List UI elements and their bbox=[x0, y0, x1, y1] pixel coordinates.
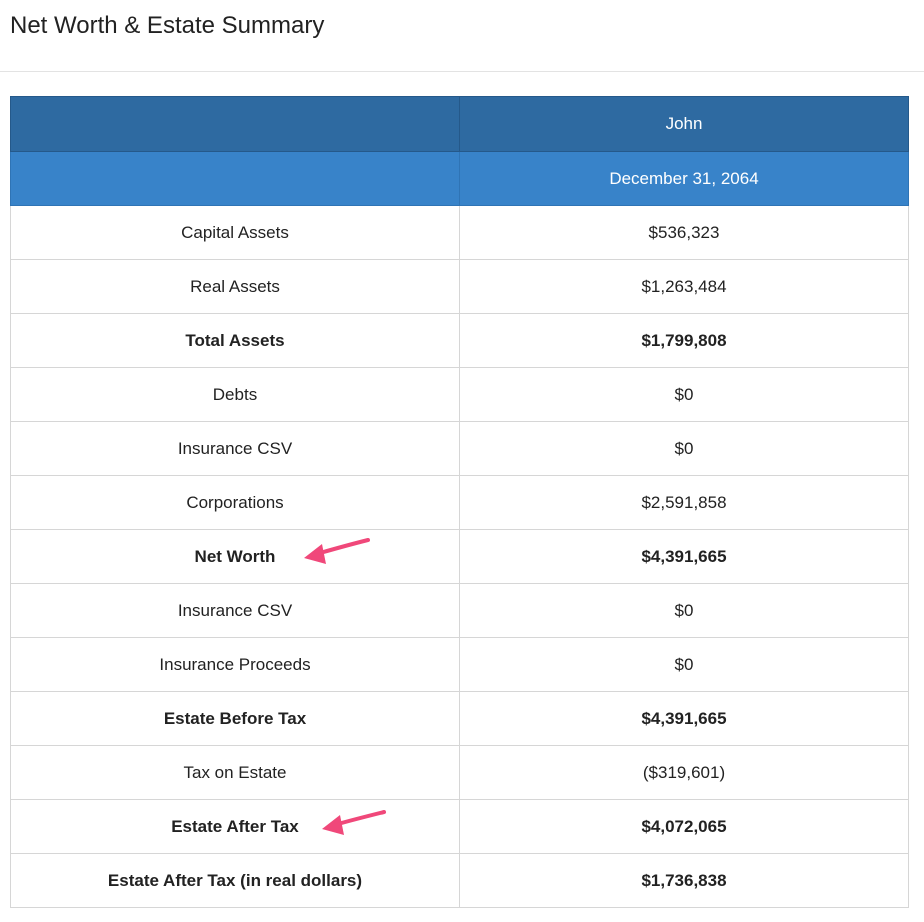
page-title: Net Worth & Estate Summary bbox=[10, 12, 325, 39]
header-date: December 31, 2064 bbox=[459, 151, 909, 206]
summary-body: Capital Assets $536,323 Real Assets $1,2… bbox=[10, 205, 909, 908]
row-value: $536,323 bbox=[459, 205, 909, 260]
row-label: Corporations bbox=[10, 475, 460, 530]
table-row: Debts $0 bbox=[10, 367, 909, 422]
row-label: Estate After Tax (in real dollars) bbox=[10, 853, 460, 908]
row-value: $0 bbox=[459, 637, 909, 692]
row-value: ($319,601) bbox=[459, 745, 909, 800]
table-row: Corporations $2,591,858 bbox=[10, 475, 909, 530]
header-label-cell bbox=[10, 96, 460, 152]
row-value: $0 bbox=[459, 421, 909, 476]
row-label: Capital Assets bbox=[10, 205, 460, 260]
row-value: $0 bbox=[459, 583, 909, 638]
row-value: $2,591,858 bbox=[459, 475, 909, 530]
row-label: Estate Before Tax bbox=[10, 691, 460, 746]
table-row: Insurance CSV $0 bbox=[10, 583, 909, 638]
row-label: Tax on Estate bbox=[10, 745, 460, 800]
table-row: Estate Before Tax $4,391,665 bbox=[10, 691, 909, 746]
row-value: $4,072,065 bbox=[459, 799, 909, 854]
header-date-blank-cell bbox=[10, 151, 460, 206]
table-row: Estate After Tax (in real dollars) $1,73… bbox=[10, 853, 909, 908]
header-person-name: John bbox=[459, 96, 909, 152]
table-row: Estate After Tax $4,072,065 bbox=[10, 799, 909, 854]
table-row: Net Worth $4,391,665 bbox=[10, 529, 909, 584]
table-row: Tax on Estate ($319,601) bbox=[10, 745, 909, 800]
row-label: Insurance CSV bbox=[10, 583, 460, 638]
table-row: Insurance CSV $0 bbox=[10, 421, 909, 476]
row-value: $4,391,665 bbox=[459, 691, 909, 746]
row-label: Debts bbox=[10, 367, 460, 422]
estate-summary-table: John December 31, 2064 Capital Assets $5… bbox=[10, 96, 909, 908]
row-label: Net Worth bbox=[10, 529, 460, 584]
row-value: $1,263,484 bbox=[459, 259, 909, 314]
table-row: Total Assets $1,799,808 bbox=[10, 313, 909, 368]
row-value: $1,736,838 bbox=[459, 853, 909, 908]
title-divider bbox=[0, 71, 924, 72]
row-label: Estate After Tax bbox=[10, 799, 460, 854]
table-row: Real Assets $1,263,484 bbox=[10, 259, 909, 314]
row-value: $0 bbox=[459, 367, 909, 422]
row-label: Total Assets bbox=[10, 313, 460, 368]
header-row-person: John bbox=[10, 96, 909, 152]
table-row: Insurance Proceeds $0 bbox=[10, 637, 909, 692]
table-row: Capital Assets $536,323 bbox=[10, 205, 909, 260]
row-label: Real Assets bbox=[10, 259, 460, 314]
row-value: $4,391,665 bbox=[459, 529, 909, 584]
row-label: Insurance Proceeds bbox=[10, 637, 460, 692]
row-value: $1,799,808 bbox=[459, 313, 909, 368]
row-label: Insurance CSV bbox=[10, 421, 460, 476]
header-row-date: December 31, 2064 bbox=[10, 151, 909, 206]
